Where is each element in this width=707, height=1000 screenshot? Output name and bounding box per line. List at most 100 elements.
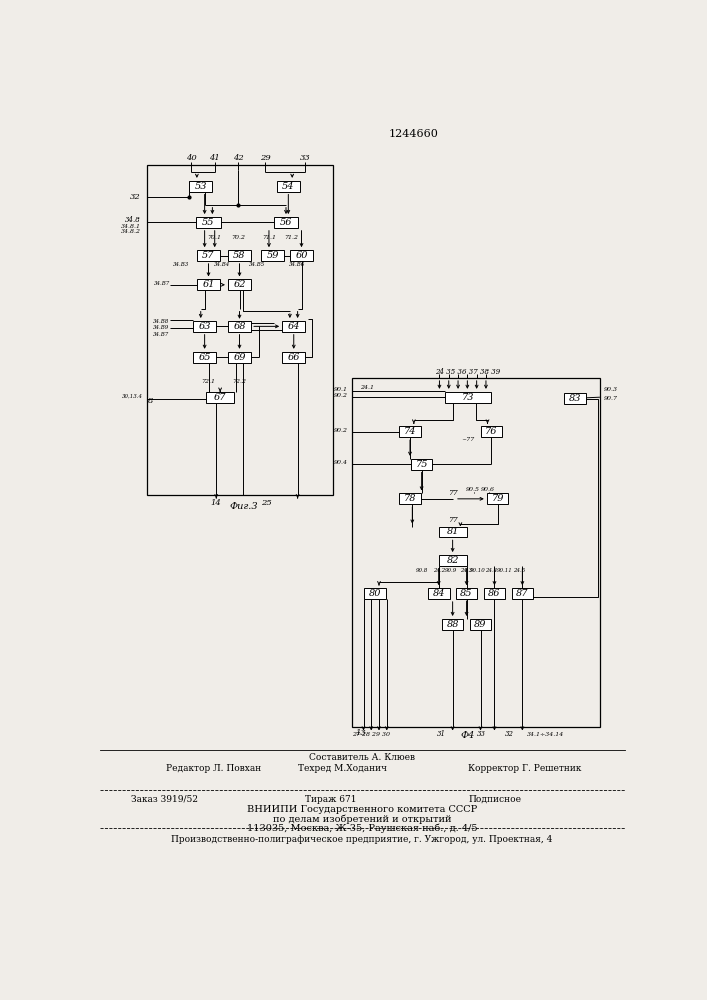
Text: 34.B9: 34.B9 (153, 325, 169, 330)
Text: Фиг.3: Фиг.3 (229, 502, 257, 511)
Text: 34.B8: 34.B8 (153, 319, 169, 324)
Bar (442, 619, 464, 630)
Text: 70.1: 70.1 (208, 235, 222, 240)
Text: 90.11: 90.11 (497, 568, 513, 573)
Text: 77: 77 (448, 516, 457, 524)
Text: Техред М.Ходанич: Техред М.Ходанич (298, 764, 387, 773)
Bar (282, 352, 305, 363)
Text: 24 35 36 37 38 39: 24 35 36 37 38 39 (436, 368, 501, 376)
Text: 54: 54 (282, 182, 295, 191)
Bar (228, 250, 251, 261)
Text: 85: 85 (460, 589, 473, 598)
Text: Заказ 3919/52: Заказ 3919/52 (131, 795, 198, 804)
Text: 90.5: 90.5 (466, 487, 480, 492)
Text: 88: 88 (446, 620, 459, 629)
Text: 89: 89 (474, 620, 487, 629)
Text: 53: 53 (194, 182, 207, 191)
Bar (469, 619, 491, 630)
Text: 62: 62 (233, 280, 246, 289)
Text: 32: 32 (130, 193, 141, 201)
Text: 71.2: 71.2 (284, 235, 298, 240)
Text: 90.2: 90.2 (334, 393, 348, 398)
Text: 24.4: 24.4 (485, 568, 498, 573)
Text: Составитель А. Клюев: Составитель А. Клюев (309, 753, 415, 762)
Bar (146, 165, 332, 495)
Bar (352, 378, 600, 727)
Text: 90.8: 90.8 (416, 568, 428, 573)
Text: Тираж 671: Тираж 671 (305, 795, 357, 804)
Text: 34.1÷34.14: 34.1÷34.14 (527, 732, 564, 737)
Text: 61: 61 (202, 280, 215, 289)
Bar (445, 392, 491, 403)
Text: 68: 68 (233, 322, 246, 331)
Bar (364, 588, 386, 599)
Text: 1244660: 1244660 (389, 129, 439, 139)
Text: 34.8.2: 34.8.2 (121, 229, 141, 234)
Text: 33: 33 (300, 154, 311, 162)
Text: 24.3: 24.3 (460, 568, 472, 573)
Text: 90.6: 90.6 (481, 487, 496, 492)
Bar (564, 393, 586, 404)
Text: 58: 58 (233, 251, 246, 260)
Text: 75: 75 (416, 460, 428, 469)
Bar (486, 493, 508, 504)
Text: 24.2: 24.2 (433, 568, 445, 573)
Text: Корректор Г. Решетник: Корректор Г. Решетник (468, 764, 581, 773)
Text: 90.1: 90.1 (334, 387, 348, 392)
Text: 90.4: 90.4 (334, 460, 348, 465)
Bar (282, 321, 305, 332)
Text: 64: 64 (288, 322, 300, 331)
Text: 81: 81 (446, 527, 459, 536)
Text: 59: 59 (267, 251, 279, 260)
Text: 71.1: 71.1 (262, 235, 276, 240)
Text: ВНИИПИ Государственного комитета СССР: ВНИИПИ Государственного комитета СССР (247, 805, 477, 814)
Bar (197, 279, 220, 290)
Text: 57: 57 (202, 251, 215, 260)
Bar (484, 588, 506, 599)
Text: 13: 13 (356, 729, 366, 737)
Text: 34.B7: 34.B7 (153, 332, 169, 337)
Text: 78: 78 (404, 494, 416, 503)
Text: 34.8: 34.8 (125, 216, 141, 224)
Bar (276, 181, 300, 192)
Text: 34.B6: 34.B6 (289, 262, 305, 267)
Text: Ф4: Ф4 (461, 732, 475, 740)
Text: 24.1: 24.1 (361, 385, 375, 390)
Bar (456, 588, 477, 599)
Bar (411, 459, 433, 470)
Text: ~77: ~77 (462, 437, 474, 442)
Text: 25: 25 (262, 499, 272, 507)
Text: 67: 67 (214, 393, 226, 402)
Text: 72.2: 72.2 (233, 379, 247, 384)
Text: 83: 83 (569, 394, 581, 403)
Text: 76: 76 (485, 427, 498, 436)
Text: 82: 82 (446, 556, 459, 565)
Bar (189, 181, 212, 192)
Text: 69: 69 (233, 353, 246, 362)
Text: 34.B5: 34.B5 (249, 262, 265, 267)
Text: 8: 8 (148, 397, 153, 405)
Text: Производственно-полиграфическое предприятие, г. Ужгород, ул. Проектная, 4: Производственно-полиграфическое предприя… (171, 835, 553, 844)
Text: 113035, Москва, Ж-35, Раушская наб., д. 4/5: 113035, Москва, Ж-35, Раушская наб., д. … (247, 824, 477, 833)
Text: 90.7: 90.7 (604, 396, 618, 401)
Bar (206, 392, 234, 403)
Text: 42: 42 (233, 154, 243, 162)
Bar (228, 321, 251, 332)
Bar (228, 352, 251, 363)
Text: 60: 60 (296, 251, 308, 260)
Text: 34.8.1: 34.8.1 (121, 224, 141, 229)
Text: 55: 55 (202, 218, 215, 227)
Text: 30,13.4: 30,13.4 (122, 393, 143, 398)
Text: 14: 14 (211, 499, 221, 507)
Text: 90.2: 90.2 (334, 428, 348, 433)
Text: 41: 41 (209, 154, 220, 162)
Text: 79: 79 (491, 494, 504, 503)
Bar (481, 426, 502, 437)
Text: 80: 80 (369, 589, 381, 598)
Text: 77: 77 (448, 489, 457, 497)
Bar (196, 217, 221, 228)
Text: 33: 33 (477, 730, 486, 738)
Text: 90.9: 90.9 (445, 568, 457, 573)
Text: Подписное: Подписное (468, 795, 521, 804)
Bar (512, 588, 533, 599)
